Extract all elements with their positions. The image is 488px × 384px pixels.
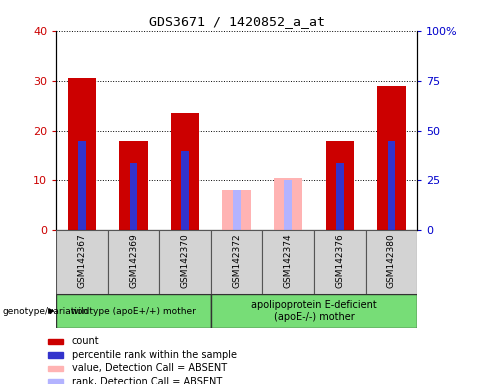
Bar (120, 141, 148, 230)
Bar (171, 113, 199, 230)
Bar (233, 190, 241, 230)
Text: GSM142372: GSM142372 (232, 233, 241, 288)
Bar (108, 230, 159, 294)
Bar (211, 230, 263, 294)
Bar (263, 230, 314, 294)
Text: percentile rank within the sample: percentile rank within the sample (72, 350, 237, 360)
Bar (48, 339, 63, 344)
Bar (48, 366, 63, 371)
Text: GSM142374: GSM142374 (284, 233, 293, 288)
Bar (336, 163, 344, 230)
Bar (56, 230, 108, 294)
Bar (223, 190, 251, 230)
Text: rank, Detection Call = ABSENT: rank, Detection Call = ABSENT (72, 377, 222, 384)
Text: wildtype (apoE+/+) mother: wildtype (apoE+/+) mother (71, 306, 196, 316)
Text: apolipoprotein E-deficient
(apoE-/-) mother: apolipoprotein E-deficient (apoE-/-) mot… (251, 300, 377, 322)
Bar (159, 230, 211, 294)
Bar (211, 294, 417, 328)
Text: GSM142367: GSM142367 (78, 233, 86, 288)
Bar (274, 178, 303, 230)
Bar (48, 379, 63, 384)
Bar (377, 86, 406, 230)
Text: value, Detection Call = ABSENT: value, Detection Call = ABSENT (72, 363, 227, 374)
Bar (68, 78, 96, 230)
Title: GDS3671 / 1420852_a_at: GDS3671 / 1420852_a_at (149, 15, 325, 28)
Text: GSM142380: GSM142380 (387, 233, 396, 288)
Text: count: count (72, 336, 100, 346)
Bar (366, 230, 417, 294)
Text: GSM142376: GSM142376 (335, 233, 345, 288)
Text: GSM142370: GSM142370 (181, 233, 190, 288)
Bar (387, 141, 395, 230)
Bar (48, 353, 63, 358)
Text: genotype/variation: genotype/variation (2, 306, 89, 316)
Bar (78, 141, 86, 230)
Bar (285, 180, 292, 230)
Bar (130, 163, 138, 230)
Bar (181, 151, 189, 230)
Text: GSM142369: GSM142369 (129, 233, 138, 288)
Bar (314, 230, 366, 294)
Bar (325, 141, 354, 230)
Bar (56, 294, 211, 328)
